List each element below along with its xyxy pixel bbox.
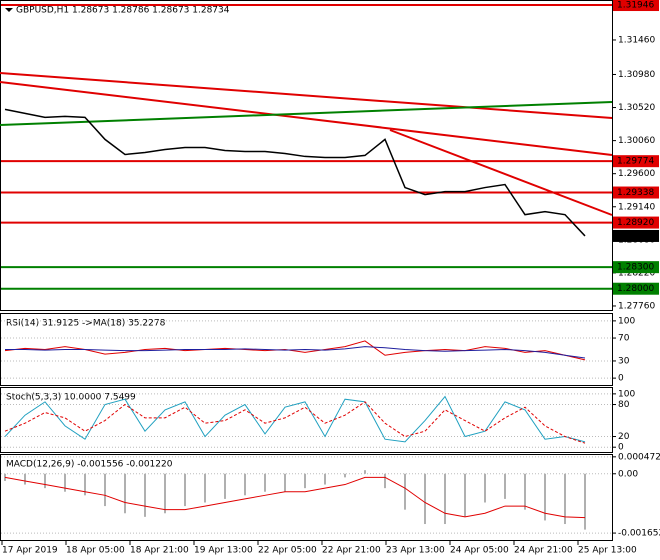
macd-panel bbox=[0, 454, 613, 541]
histogram-bar bbox=[84, 473, 86, 496]
y-tick-label: 100 bbox=[618, 389, 635, 399]
histogram-bar bbox=[364, 470, 366, 474]
level-label: 1.28920 bbox=[617, 218, 654, 228]
level-label: 1.29338 bbox=[617, 188, 654, 198]
series-line bbox=[4, 476, 586, 519]
y-tick-label: -0.001652 bbox=[618, 529, 660, 539]
histogram-bar bbox=[564, 473, 566, 525]
histogram-bar bbox=[324, 473, 326, 485]
series-line bbox=[4, 340, 586, 361]
series-line bbox=[4, 401, 586, 444]
y-tick-label: 1.29140 bbox=[618, 202, 655, 212]
panel-title: RSI(14) 31.9125 ->MA(18) 35.2278 bbox=[6, 319, 166, 329]
y-tick-label: 20 bbox=[618, 432, 630, 442]
y-tick-label: 1.27760 bbox=[618, 301, 655, 311]
level-label: 1.28000 bbox=[617, 284, 654, 294]
histogram-bar bbox=[404, 473, 406, 510]
y-tick-label: 1.30060 bbox=[618, 136, 655, 146]
trend-line bbox=[0, 101, 613, 126]
panel-title: MACD(12,26,9) -0.001556 -0.001220 bbox=[6, 460, 173, 470]
histogram-bar bbox=[284, 473, 286, 492]
histogram-bar bbox=[44, 473, 46, 489]
level-box bbox=[613, 0, 659, 12]
level-box bbox=[613, 216, 659, 229]
level-label: 1.29774 bbox=[617, 157, 654, 167]
y-tick-label: 30 bbox=[618, 356, 630, 366]
histogram-bar bbox=[204, 473, 206, 503]
trend-line bbox=[389, 129, 613, 216]
level-box bbox=[613, 186, 659, 199]
histogram-bar bbox=[244, 473, 246, 496]
y-tick-label: 0 bbox=[618, 374, 624, 384]
series-line bbox=[4, 395, 586, 443]
histogram-bar bbox=[224, 473, 226, 499]
y-tick-label: 0.00 bbox=[618, 469, 638, 479]
series-line bbox=[4, 108, 586, 237]
trend-line bbox=[0, 72, 613, 119]
y-tick-label: 1.29600 bbox=[618, 169, 655, 179]
y-tick-label: 80 bbox=[618, 400, 630, 410]
histogram-bar bbox=[144, 473, 146, 517]
time-label: 22 Apr 21:00 bbox=[322, 546, 381, 556]
time-label: 18 Apr 21:00 bbox=[130, 546, 189, 556]
y-tick-label: 1.28220 bbox=[618, 268, 655, 278]
level-box bbox=[613, 282, 659, 295]
histogram-bar bbox=[104, 473, 106, 507]
histogram-bar bbox=[464, 473, 466, 517]
y-tick-label: 70 bbox=[618, 334, 630, 344]
stoch-panel bbox=[0, 387, 613, 453]
trend-line bbox=[0, 81, 613, 156]
histogram-bar bbox=[64, 473, 66, 492]
histogram-bar bbox=[424, 473, 426, 525]
histogram-bar bbox=[444, 473, 446, 525]
time-label: 22 Apr 05:00 bbox=[258, 546, 317, 556]
rsi-panel bbox=[0, 313, 613, 386]
price-box bbox=[613, 229, 659, 242]
y-tick-label: 1.30520 bbox=[618, 103, 655, 113]
histogram-bar bbox=[24, 473, 26, 485]
histogram-bar bbox=[384, 473, 386, 489]
y-tick-label: 0 bbox=[618, 443, 624, 453]
level-box bbox=[613, 155, 659, 168]
histogram-bar bbox=[264, 473, 266, 492]
panel-title: Stoch(5,3,3) 10.0000 7.5499 bbox=[6, 393, 136, 403]
time-label: 24 Apr 05:00 bbox=[450, 546, 509, 556]
histogram-bar bbox=[484, 473, 486, 503]
time-label: 24 Apr 21:00 bbox=[514, 546, 573, 556]
main-panel bbox=[0, 0, 613, 311]
time-label: 23 Apr 13:00 bbox=[386, 546, 445, 556]
y-tick-label: 1.31460 bbox=[618, 35, 655, 45]
level-label: 1.28300 bbox=[617, 263, 654, 273]
histogram-bar bbox=[304, 473, 306, 489]
current-price: 1.28734 bbox=[617, 231, 654, 241]
histogram-bar bbox=[164, 473, 166, 514]
trend-lines bbox=[0, 72, 613, 216]
level-box bbox=[613, 261, 659, 274]
panel-title: GBPUSD,H1 1.28673 1.28786 1.28673 1.2873… bbox=[16, 6, 230, 16]
time-label: 18 Apr 05:00 bbox=[66, 546, 125, 556]
y-tick-label: 100 bbox=[618, 316, 635, 326]
y-tick-label: 1.30980 bbox=[618, 70, 655, 80]
histogram-bar bbox=[544, 473, 546, 521]
time-label: 25 Apr 13:00 bbox=[578, 546, 637, 556]
menu-arrow bbox=[5, 8, 13, 12]
histogram-bar bbox=[344, 473, 346, 478]
series-line bbox=[5, 346, 586, 359]
time-label: 17 Apr 2019 bbox=[2, 546, 58, 556]
histogram-bar bbox=[4, 473, 6, 481]
histogram-bar bbox=[184, 473, 186, 507]
y-tick-label: 0.000472 bbox=[618, 452, 660, 462]
level-label: 1.31946 bbox=[617, 1, 654, 11]
histogram-bar bbox=[124, 473, 126, 514]
histogram-bar bbox=[584, 473, 586, 530]
time-label: 19 Apr 13:00 bbox=[194, 546, 253, 556]
histogram-bar bbox=[524, 473, 526, 510]
histogram-bar bbox=[504, 473, 506, 499]
